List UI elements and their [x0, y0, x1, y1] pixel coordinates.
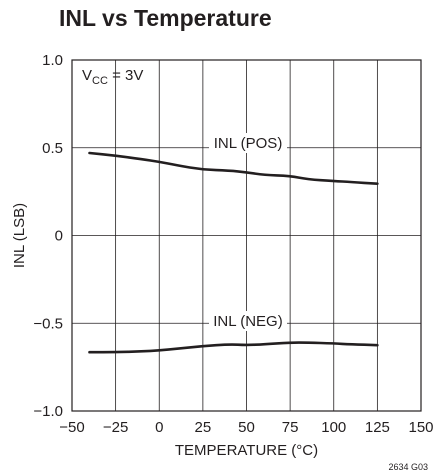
- x-tick-label: 100: [321, 419, 346, 436]
- y-tick-label: 0.5: [42, 140, 63, 157]
- series-lines: [88, 151, 379, 354]
- x-tick-label: 125: [365, 419, 390, 436]
- series-label-background: [209, 133, 287, 153]
- chart-title: INL vs Temperature: [59, 5, 272, 31]
- y-tick-label: −1.0: [33, 403, 63, 420]
- condition-subscript: CC: [92, 75, 108, 87]
- x-tick-label: 75: [282, 419, 299, 436]
- series-labels: INL (POS) INL (NEG): [213, 135, 282, 330]
- y-tick-labels: 1.0 0.5 0 −0.5 −1.0: [33, 52, 63, 420]
- series-label-background: [209, 311, 287, 331]
- y-tick-label: 1.0: [42, 52, 63, 69]
- x-axis-label: TEMPERATURE (°C): [175, 442, 318, 459]
- condition-label: VCC = 3V: [82, 67, 143, 87]
- x-tick-label: 25: [195, 419, 212, 436]
- x-tick-labels: −50 −25 0 25 50 75 100 125 150: [59, 419, 433, 436]
- series-line-1: [88, 341, 379, 354]
- series-label: INL (POS): [214, 135, 283, 152]
- x-tick-label: −50: [59, 419, 84, 436]
- grid-lines: [72, 60, 421, 411]
- series-label: INL (NEG): [213, 313, 282, 330]
- series-line-0: [88, 151, 379, 185]
- x-tick-label: 0: [155, 419, 163, 436]
- x-tick-label: 50: [238, 419, 255, 436]
- condition-main: V: [82, 67, 92, 84]
- plot-frame: [71, 59, 422, 412]
- condition-rest: = 3V: [108, 67, 143, 84]
- y-axis-label: INL (LSB): [11, 203, 28, 268]
- y-tick-label: 0: [55, 228, 63, 245]
- figure-code: 2634 G03: [388, 462, 428, 472]
- x-tick-label: −25: [103, 419, 128, 436]
- x-tick-label: 150: [408, 419, 433, 436]
- y-tick-label: −0.5: [33, 315, 63, 332]
